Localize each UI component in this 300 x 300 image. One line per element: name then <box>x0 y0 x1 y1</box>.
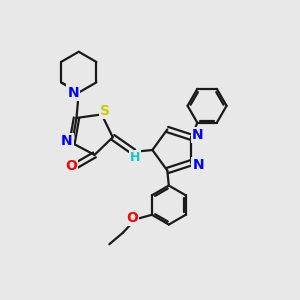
Text: N: N <box>68 85 79 100</box>
Text: S: S <box>100 104 110 118</box>
Text: N: N <box>192 128 203 142</box>
Text: N: N <box>192 158 204 172</box>
Text: H: H <box>130 152 140 164</box>
Text: O: O <box>127 211 138 225</box>
Text: N: N <box>61 134 73 148</box>
Text: O: O <box>65 159 77 173</box>
